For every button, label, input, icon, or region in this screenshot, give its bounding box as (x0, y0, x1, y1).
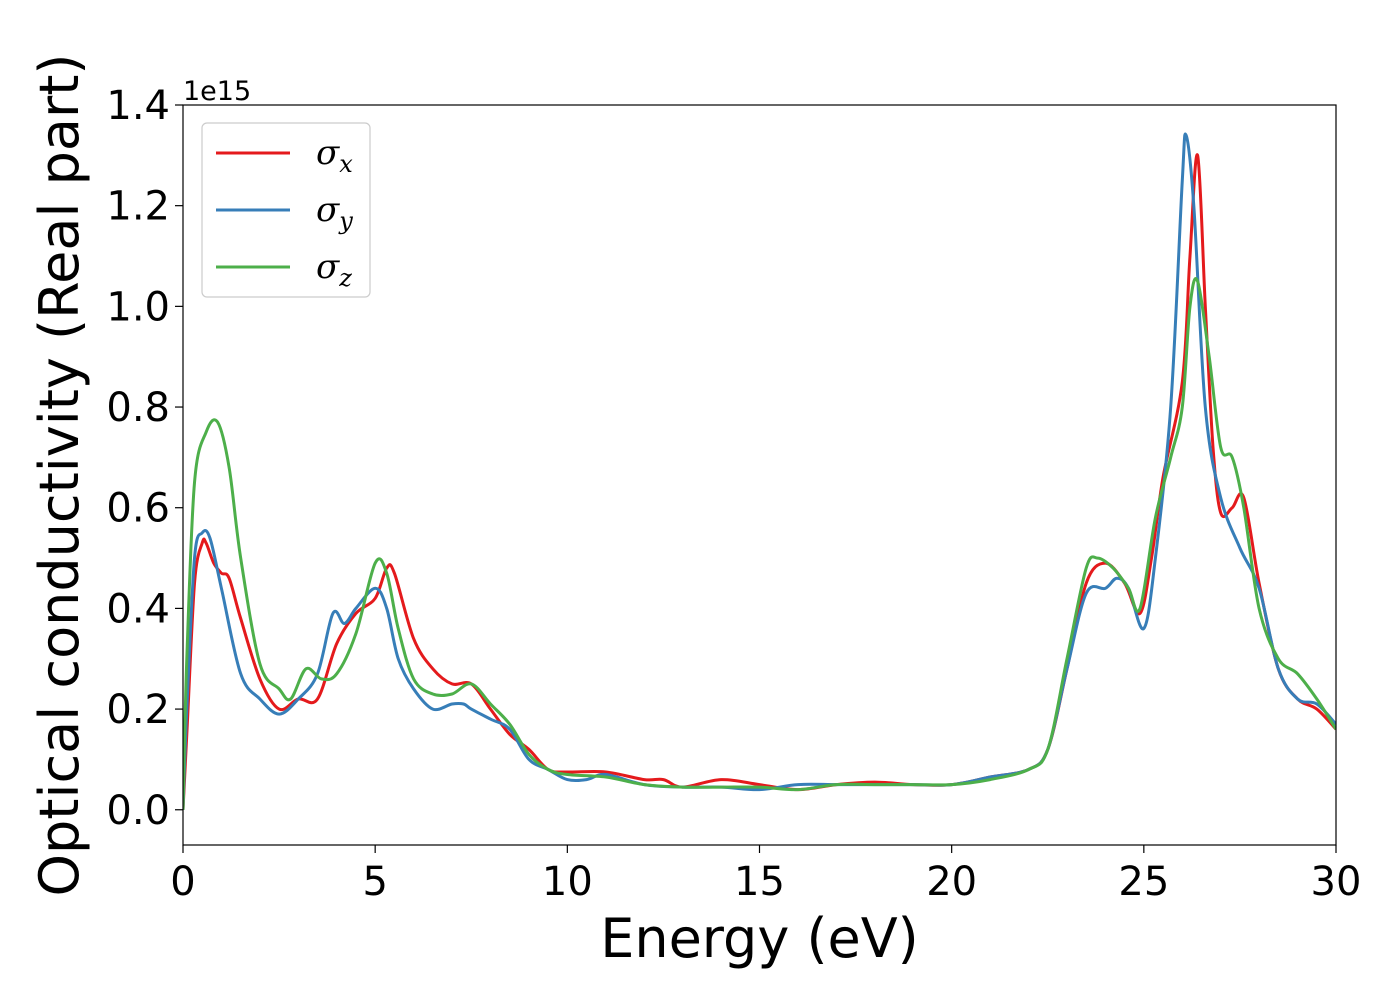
y-tick-label: 1.4 (106, 83, 170, 129)
y-tick-label: 1.0 (106, 284, 170, 330)
y-axis-title: Optical conductivity (Real part) (28, 54, 91, 897)
x-tick-label: 0 (170, 859, 195, 905)
y-tick-label: 1.2 (106, 184, 170, 230)
legend: σx σy σz (201, 122, 371, 298)
series-line-z (183, 277, 1336, 810)
x-tick-label: 15 (734, 859, 785, 905)
y-tick-label: 0.0 (106, 788, 170, 834)
x-tick-label: 10 (542, 859, 593, 905)
legend-entry-x: σx (316, 133, 353, 178)
x-tick-label: 25 (1118, 859, 1169, 905)
y-tick-label: 0.2 (106, 687, 170, 733)
legend-entry-y: σy (316, 190, 353, 235)
y-axis-offset-label: 1e15 (183, 76, 251, 107)
x-tick-label: 30 (1311, 859, 1362, 905)
x-tick-label: 20 (926, 859, 977, 905)
y-tick-label: 0.4 (106, 586, 170, 632)
x-tick-label: 5 (362, 859, 387, 905)
y-tick-label: 0.8 (106, 385, 170, 431)
y-tick-label: 0.6 (106, 486, 170, 532)
x-axis-title: Energy (eV) (600, 907, 919, 970)
series-line-x (183, 153, 1336, 810)
ticks-layer: 0 5 10 15 20 25 30 0.0 0.2 0.4 0.6 0.8 1.0 1.2 1.4 (106, 83, 1361, 905)
series-layer (183, 132, 1336, 810)
legend-entry-z: σz (316, 247, 352, 292)
